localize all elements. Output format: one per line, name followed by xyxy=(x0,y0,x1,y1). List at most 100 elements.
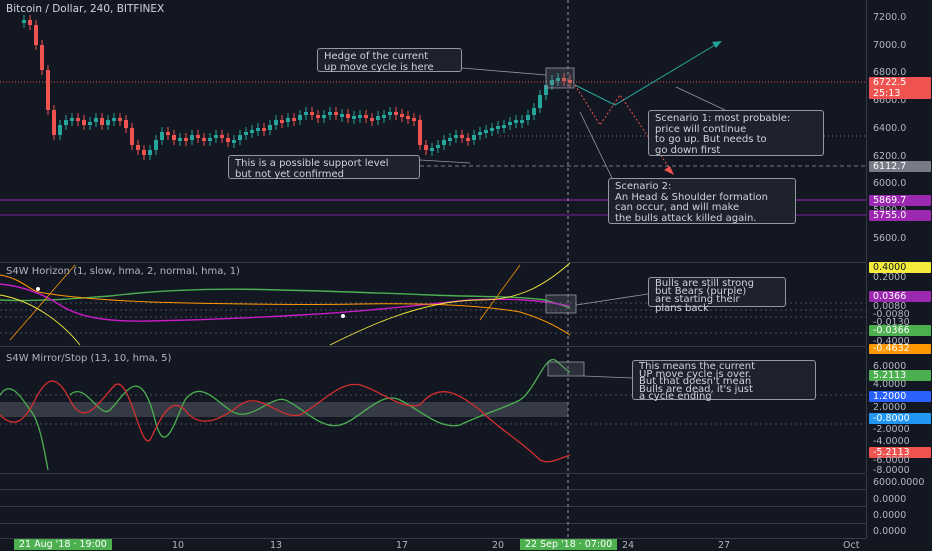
candle-body xyxy=(130,128,134,145)
candle-body xyxy=(190,135,194,140)
mirror-title[interactable]: S4W Mirror/Stop (13, 10, hma, 5) xyxy=(6,353,172,364)
horizon-tick: 0.0080 xyxy=(873,301,907,312)
support-note[interactable]: This is a possible support level but not… xyxy=(228,155,420,179)
horizon-orange-line xyxy=(0,274,571,336)
candle-body xyxy=(382,115,386,118)
x-label: 24 xyxy=(622,540,635,551)
scenario1-note[interactable]: Scenario 1: most probable: price will co… xyxy=(648,110,824,156)
x-label: Oct xyxy=(843,540,860,551)
symbol-title: Bitcoin / Dollar, 240, BITFINEX xyxy=(6,3,165,15)
candle-body xyxy=(226,138,230,142)
mirror-tag: 1.2000 xyxy=(869,391,931,402)
extra-tick: 6000.0000 xyxy=(873,477,925,488)
extra-pane-1[interactable] xyxy=(0,474,866,490)
mirror-scale[interactable]: 6.0000 5.2113 4.0000 1.2000 2.0000 -0.80… xyxy=(866,347,932,476)
scenario1-arrowhead xyxy=(712,41,722,48)
mirror-tag: 5.2113 xyxy=(869,370,931,381)
candle-body xyxy=(208,138,212,141)
horizon-dot xyxy=(341,314,345,318)
candle-body xyxy=(70,118,74,121)
candle-body xyxy=(364,115,368,118)
horizon-tag: 0.0366 xyxy=(869,291,931,302)
price-tick: 6800.0 xyxy=(873,67,907,78)
candle-body xyxy=(22,20,26,23)
extra-scale[interactable]: 6000.0000 0.0000 0.0000 0.0000 xyxy=(866,474,932,538)
x-label: 10 xyxy=(172,540,185,551)
price-tick: 6400.0 xyxy=(873,123,907,134)
candle-body xyxy=(484,130,488,133)
horizon-tick: -0.4000 xyxy=(873,336,910,347)
mirror-zone xyxy=(0,402,568,417)
candle-body xyxy=(40,45,44,70)
horizon-tag: -0.4632 xyxy=(869,344,931,354)
candle-body xyxy=(328,112,332,115)
candle-body xyxy=(34,25,38,45)
candle-body xyxy=(154,140,158,150)
mirror-pane[interactable] xyxy=(0,347,866,474)
candle-body xyxy=(250,130,254,133)
candle-body xyxy=(466,138,470,141)
mirror-tick: -4.0000 xyxy=(873,436,910,447)
price-tick: 7200.0 xyxy=(873,12,907,23)
candle-body xyxy=(76,118,80,121)
candle-body xyxy=(112,118,116,121)
mirror-box xyxy=(547,361,585,377)
horizon-tick: -0.0080 xyxy=(873,309,910,320)
candle-body xyxy=(472,135,476,140)
candle-body xyxy=(544,85,548,95)
price-scale[interactable]: 7200.0 7000.0 6800.0 6600.0 6400.0 6200.… xyxy=(866,0,932,262)
candle-body xyxy=(184,138,188,141)
candle-body xyxy=(310,112,314,115)
extra-pane-3[interactable] xyxy=(0,507,866,524)
hedge-box xyxy=(545,67,575,89)
candle-body xyxy=(214,135,218,138)
bulls-note[interactable]: Bulls are still strong but Bears (purple… xyxy=(648,277,786,313)
mirror-tick: -6.0000 xyxy=(873,455,910,466)
candle-body xyxy=(160,132,164,140)
countdown-tag: 25:13 xyxy=(869,88,931,99)
extra-pane-2[interactable] xyxy=(0,490,866,507)
candle-body xyxy=(562,78,566,81)
candle-body xyxy=(256,128,260,131)
horizon-tick: -0.0130 xyxy=(873,317,910,328)
candle-body xyxy=(196,135,200,138)
candle-body xyxy=(166,132,170,135)
x-label: 17 xyxy=(396,540,409,551)
candle-body xyxy=(556,78,560,81)
cycle-note[interactable]: This means the current UP move cycle is … xyxy=(632,360,816,402)
price-pane[interactable] xyxy=(0,0,866,263)
mirror-tick: 6.0000 xyxy=(873,361,907,372)
candle-body xyxy=(568,80,572,83)
horizon-pane[interactable] xyxy=(0,263,866,347)
price-tick: 6000.0 xyxy=(873,178,907,189)
candle-body xyxy=(142,150,146,155)
horizon-scale[interactable]: 0.4000 0.2000 0.0366 0.0080 -0.0080 -0.0… xyxy=(866,262,932,354)
candle-body xyxy=(370,118,374,121)
candle-body xyxy=(430,148,434,151)
candle-body xyxy=(406,116,410,119)
last-price-tag: 6722.5 xyxy=(869,77,931,88)
purple-price-tag: 5869.7 xyxy=(869,195,931,206)
candle-body xyxy=(322,115,326,118)
candle-body xyxy=(358,115,362,118)
scenario2-note[interactable]: Scenario 2: An Head & Shoulder formation… xyxy=(608,178,796,224)
candle-body xyxy=(106,120,110,125)
candle-body xyxy=(148,150,152,155)
candle-body xyxy=(280,120,284,123)
candle-body xyxy=(478,132,482,135)
scenario1-projection xyxy=(574,41,721,106)
horizon-tag: -0.0366 xyxy=(869,325,931,336)
price-tick: 6600.0 xyxy=(873,95,907,106)
hedge-note[interactable]: Hedge of the current up move cycle is he… xyxy=(317,48,462,72)
support-price-tag: 6112.7 xyxy=(869,161,931,172)
hedge-connector xyxy=(461,67,547,76)
extra-tick: 0.0000 xyxy=(873,494,907,505)
horizon-title[interactable]: S4W Horizon (1, slow, hma, 2, normal, hm… xyxy=(6,266,240,277)
horizon-tag: 0.4000 xyxy=(869,262,931,273)
candle-body xyxy=(136,145,140,150)
extra-pane-4[interactable] xyxy=(0,524,866,539)
candle-body xyxy=(550,80,554,85)
scenario1-connector xyxy=(675,86,726,111)
candle-body xyxy=(346,114,350,118)
price-tick: 5600.0 xyxy=(873,233,907,244)
